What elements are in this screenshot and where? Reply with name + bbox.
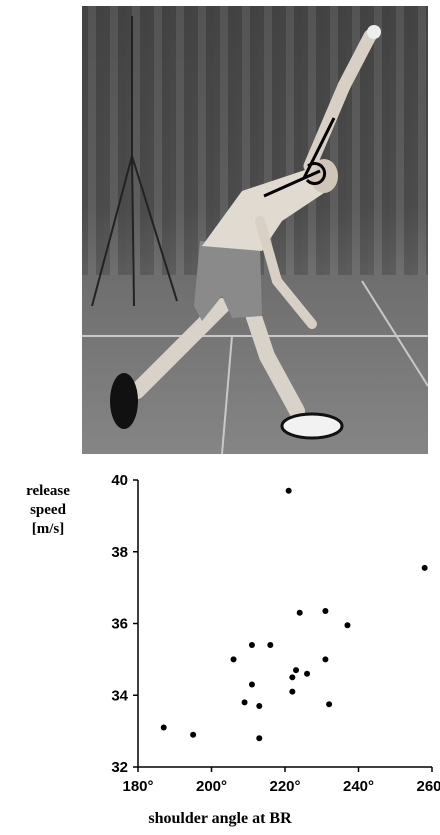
data-point	[296, 609, 303, 616]
shoulder-angle-marker	[263, 117, 336, 198]
y-tick-label: 32	[111, 759, 128, 776]
x-tick-label: 180°	[122, 778, 153, 795]
x-tick-label: 200°	[196, 778, 227, 795]
front-arm	[255, 216, 317, 329]
y-axis-label: release speed [m/s]	[14, 482, 82, 539]
data-point	[289, 688, 296, 695]
athlete-figure	[82, 16, 428, 454]
data-point	[285, 487, 292, 494]
y-tick-label: 38	[111, 544, 128, 561]
x-tick-label: 260°	[416, 778, 440, 795]
data-point	[322, 656, 329, 663]
data-point	[322, 607, 329, 614]
x-tick-label: 240°	[343, 778, 374, 795]
data-point	[267, 642, 274, 649]
data-point	[248, 642, 255, 649]
y-tick-label: 40	[111, 472, 128, 489]
data-point	[293, 667, 300, 674]
torso	[202, 166, 327, 251]
legs	[129, 298, 305, 419]
bowler-photo	[82, 6, 428, 454]
y-tick-label: 34	[111, 687, 128, 704]
ball	[367, 25, 381, 39]
data-point	[326, 701, 333, 708]
y-axis-label-line-2: speed	[30, 502, 66, 518]
scatter-chart: release speed [m/s] 32 34 36 38 40 180° 200° 22…	[0, 462, 440, 835]
data-point	[304, 670, 311, 677]
data-point	[160, 724, 167, 731]
shorts	[194, 241, 262, 321]
back-shoe	[110, 373, 138, 429]
data-point	[256, 703, 263, 710]
data-point	[344, 622, 351, 629]
y-tick-label: 36	[111, 616, 128, 633]
plot-area: 32 34 36 38 40 180° 200° 220° 240° 260°	[111, 472, 440, 795]
data-point	[241, 699, 248, 706]
data-point	[256, 735, 263, 742]
data-point	[230, 656, 237, 663]
data-point	[289, 674, 296, 681]
tripod	[91, 16, 178, 307]
y-axis-label-line-1: release	[26, 483, 70, 499]
x-tick-label: 220°	[269, 778, 300, 795]
data-point	[421, 564, 428, 571]
x-axis-label: shoulder angle at BR	[148, 810, 292, 827]
data-point	[248, 681, 255, 688]
data-point	[190, 731, 197, 738]
y-axis-label-line-3: [m/s]	[31, 521, 65, 537]
front-shoe	[280, 412, 344, 440]
